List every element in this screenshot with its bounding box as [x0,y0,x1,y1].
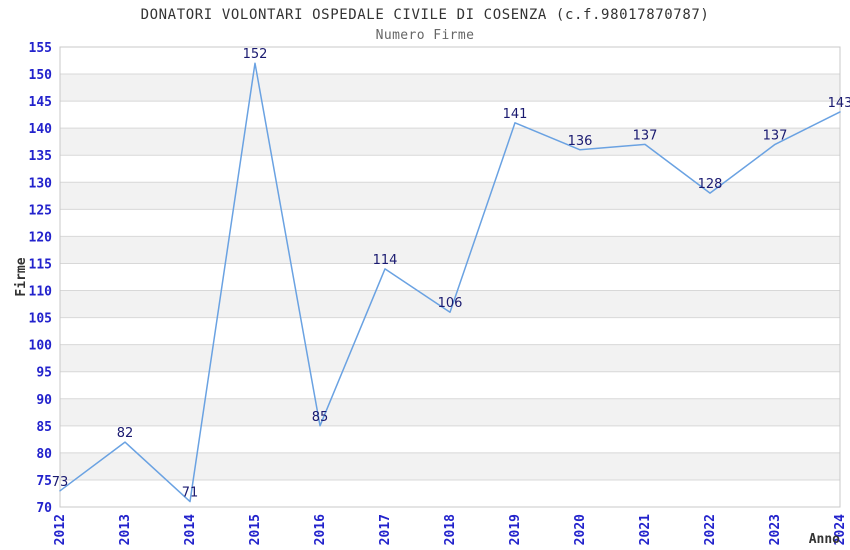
grid-band [60,398,840,426]
chart-title: DONATORI VOLONTARI OSPEDALE CIVILE DI CO… [140,7,710,23]
chart-subtitle: Numero Firme [375,28,475,43]
data-point-label: 152 [243,47,268,62]
y-tick-label: 140 [29,122,53,137]
y-tick-label: 70 [36,501,52,516]
y-tick-label: 80 [36,447,52,462]
data-point-label: 136 [568,134,593,149]
x-tick-label: 2012 [53,514,68,545]
plot-border [59,46,841,508]
x-tick-label: 2015 [248,514,263,545]
y-tick-label: 155 [29,41,52,56]
x-tick-label: 2016 [313,514,328,545]
y-tick-label: 105 [29,312,52,327]
grid-band [60,74,840,102]
x-tick-label: 2024 [833,514,848,545]
data-point-label: 141 [503,107,528,122]
x-tick-label: 2021 [638,514,653,545]
plot-area [60,47,840,507]
y-tick-label: 75 [36,474,52,489]
y-tick-label: 145 [29,95,52,110]
data-point-label: 73 [52,475,69,490]
x-axis-title: Anno [809,532,840,547]
y-tick-label: 135 [29,149,52,164]
x-tick-label: 2023 [768,514,783,545]
y-tick-label: 130 [29,176,53,191]
grid-band [60,290,840,318]
data-point-label: 85 [312,410,329,425]
data-point-label: 137 [763,128,788,143]
grid-band [60,182,840,210]
data-point-label: 71 [182,486,199,501]
x-tick-label: 2018 [443,514,458,545]
x-tick-label: 2019 [508,514,523,545]
data-point-label: 137 [633,128,658,143]
y-tick-label: 90 [36,393,52,408]
data-line [59,62,841,503]
x-tick-label: 2022 [703,514,718,545]
x-tick-label: 2017 [378,514,393,545]
y-tick-label: 115 [29,257,52,272]
y-tick-label: 120 [29,230,53,245]
data-point-label: 128 [698,177,723,192]
y-tick-label: 150 [29,68,53,83]
y-tick-label: 95 [36,366,52,381]
x-tick-label: 2013 [118,514,133,545]
x-tick-label: 2020 [573,514,588,545]
y-axis-title: Firme [14,257,29,296]
data-point-label: 106 [438,296,463,311]
y-tick-label: 100 [29,339,53,354]
data-point-label: 143 [828,96,850,111]
grid-band [60,128,840,156]
data-point-label: 114 [373,253,398,268]
y-tick-label: 85 [36,420,52,435]
y-tick-label: 110 [29,285,53,300]
grid-band [60,344,840,372]
grid-band [60,236,840,264]
x-tick-label: 2014 [183,514,198,545]
data-point-label: 82 [117,426,134,441]
grid-band [60,452,840,480]
y-tick-label: 125 [29,203,52,218]
